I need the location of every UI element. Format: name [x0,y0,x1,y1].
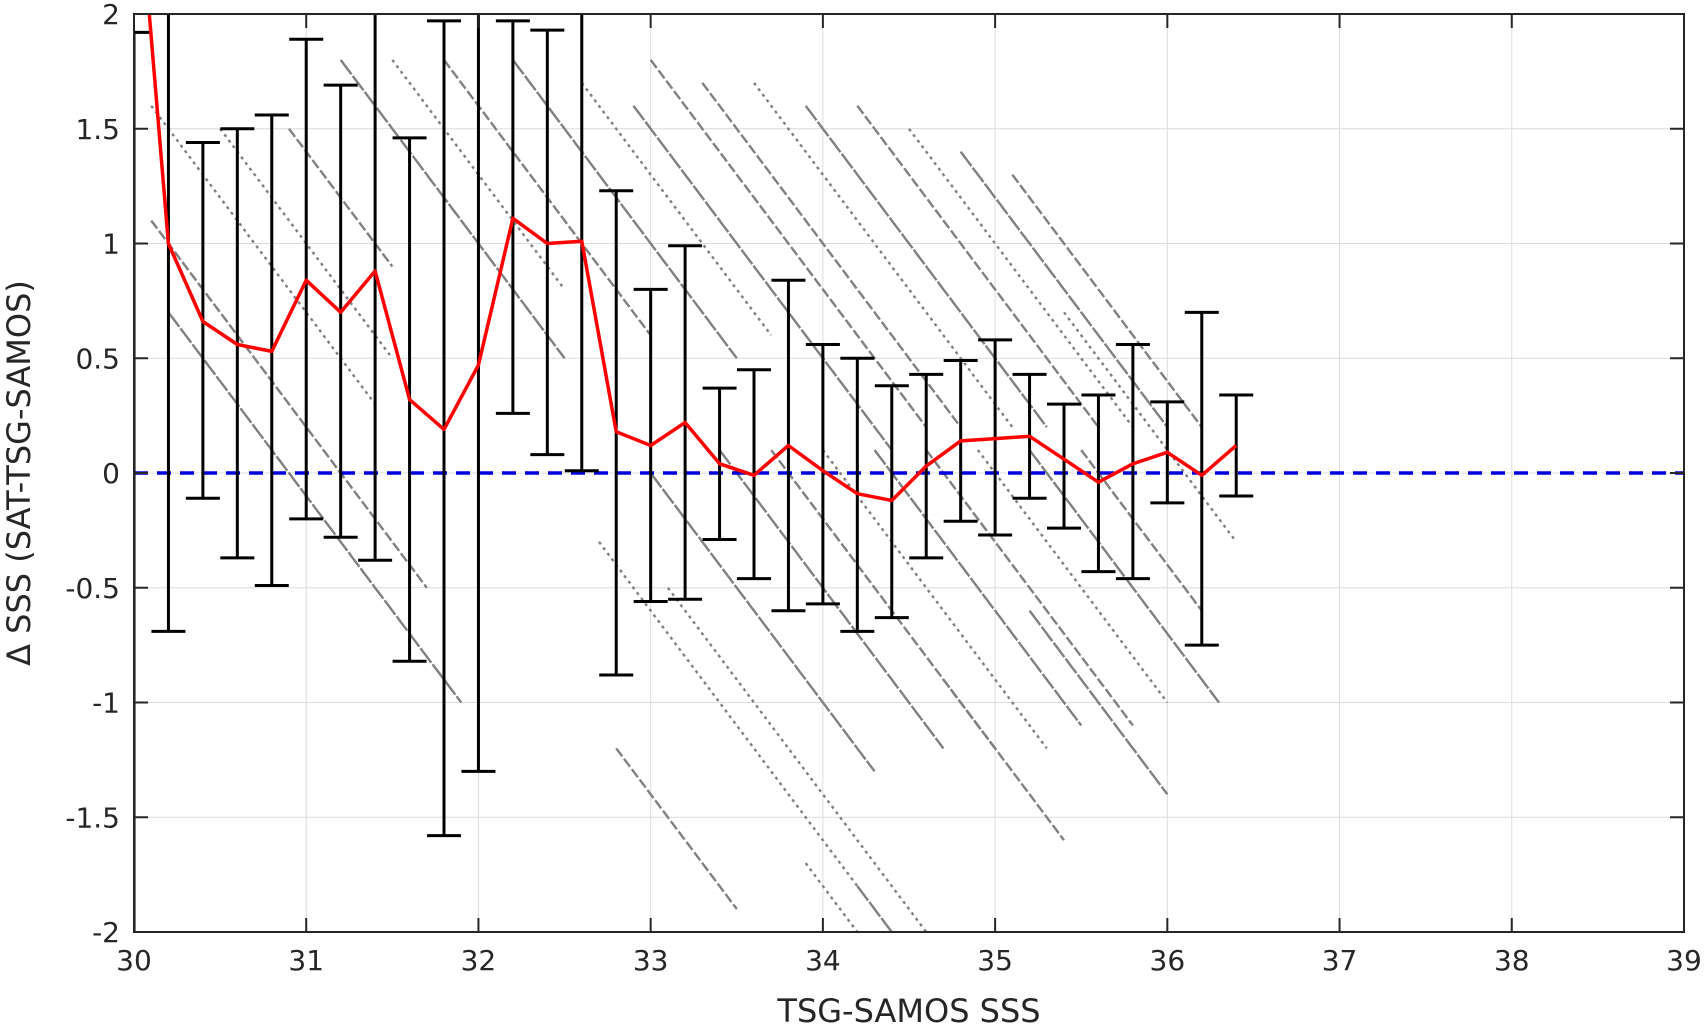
x-tick-label-2: 32 [461,944,497,977]
scatter-track-3 [219,128,394,359]
x-tick-label-7: 37 [1322,944,1358,977]
y-tick-label-7: 1.5 [75,113,120,146]
scatter-track-29 [1028,449,1220,704]
scatter-track-35 [1028,609,1169,796]
mean-line-group [147,14,1238,503]
scatter-track-23 [873,449,1083,727]
y-tick-label-0: -2 [92,916,120,949]
x-tick-label-4: 34 [805,944,841,977]
scatter-track-8 [511,59,738,360]
ticks [133,13,1685,933]
scatter-track-30 [1063,311,1238,543]
scatter-track-15 [666,587,928,932]
scatter-track-33 [804,862,859,932]
scatter-track-13 [649,59,928,428]
x-tick-label-5: 35 [977,944,1013,977]
scatter-track-2 [167,311,463,704]
scatter-track-12 [598,541,859,887]
scatter-track-19 [770,449,997,750]
scatter-track-11 [632,105,893,451]
x-tick-label-9: 39 [1666,944,1702,977]
x-tick-label-8: 38 [1494,944,1530,977]
scatter-track-14 [649,472,876,773]
x-tick-labels: 30 31 32 33 34 35 36 37 38 39 [116,944,1702,977]
y-axis-label: Δ SSS (SAT-TSG-SAMOS) [0,280,38,666]
x-tick-label-6: 36 [1150,944,1186,977]
x-tick-label-1: 31 [288,944,324,977]
scatter-track-17 [718,449,945,750]
scatter-track-0 [150,105,377,405]
scatter-track-1 [150,219,428,589]
scatter-track-34 [942,678,1065,841]
scatter-track-5 [339,59,566,360]
y-tick-label-5: 0.5 [75,342,120,375]
y-tick-label-3: -0.5 [65,572,120,605]
x-tick-label-0: 30 [116,944,152,977]
scatter-track-28 [1011,173,1203,428]
y-tick-label-4: 0 [102,457,120,490]
scatter-track-22 [856,105,1100,428]
x-axis-label: TSG-SAMOS SSS [776,992,1040,1030]
y-tick-label-2: -1 [92,687,120,720]
scatter-track-21 [821,449,1048,750]
scatter-track-6 [391,59,566,291]
y-tick-label-6: 1 [102,228,120,261]
scatter-track-18 [753,82,1014,428]
mean-line [147,14,1238,503]
y-tick-label-1: -1.5 [65,801,120,834]
scatter-track-31 [1080,449,1203,612]
x-tick-label-3: 33 [633,944,669,977]
scatter-track-10 [615,747,738,910]
scatter-track-20 [804,105,1048,428]
scatter-track-24 [908,128,1134,428]
scatter-track-16 [701,82,962,428]
y-tick-label-8: 2 [102,0,120,31]
y-tick-labels: -2 -1.5 -1 -0.5 0 0.5 1 1.5 2 [65,0,120,949]
